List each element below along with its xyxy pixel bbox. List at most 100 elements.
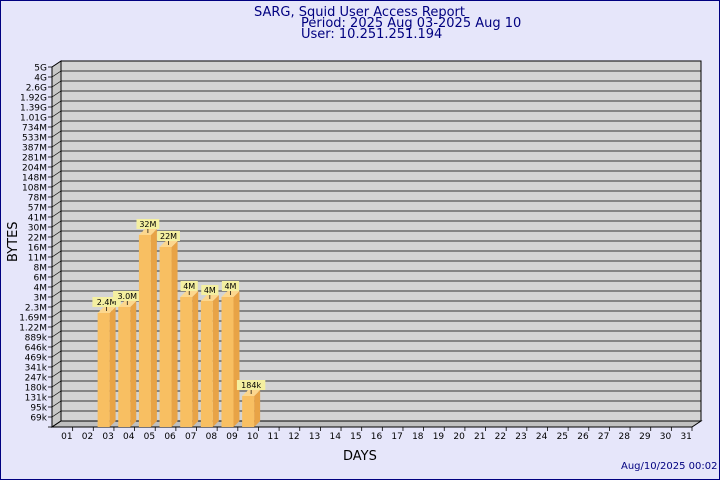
bar-side	[130, 301, 137, 427]
data-label: 22M	[160, 232, 177, 241]
y-gridline-depth	[51, 350, 62, 358]
y-gridline-depth	[51, 380, 62, 388]
x-tick-label: 07	[185, 432, 196, 442]
data-label: 2.4M	[97, 298, 117, 307]
y-tick-label: 204M	[22, 164, 47, 174]
y-tick-label: 281M	[22, 154, 47, 164]
x-tick-label: 16	[371, 432, 383, 442]
y-tick-label: 30M	[28, 224, 47, 234]
y-gridline-depth	[51, 280, 62, 288]
y-tick-label: 4G	[34, 74, 47, 84]
x-tick-label: 02	[82, 432, 93, 442]
y-gridline-depth	[51, 240, 62, 248]
y-tick-label: 734M	[22, 124, 47, 134]
bar	[118, 307, 131, 427]
y-gridline-depth	[51, 150, 62, 158]
x-tick-label: 21	[474, 432, 485, 442]
y-tick-label: 387M	[22, 144, 47, 154]
bar	[242, 396, 255, 427]
y-tick-label: 16M	[28, 244, 47, 254]
y-gridline-depth	[51, 90, 62, 98]
x-tick-label: 30	[660, 432, 672, 442]
y-gridline-depth	[51, 170, 62, 178]
x-tick-label: 06	[164, 432, 176, 442]
y-gridline-depth	[51, 340, 62, 348]
y-gridline-depth	[51, 230, 62, 238]
bar	[200, 301, 213, 427]
bar-side	[109, 307, 116, 427]
y-tick-label: 11M	[28, 254, 47, 264]
y-gridline-depth	[51, 160, 62, 168]
bar-side	[212, 295, 219, 427]
x-tick-label: 27	[598, 432, 609, 442]
y-axis-label: BYTES	[6, 221, 21, 262]
y-gridline-depth	[51, 330, 62, 338]
y-gridline-depth	[51, 200, 62, 208]
x-tick-label: 24	[536, 432, 548, 442]
report-period: Period: 2025 Aug 03-2025 Aug 10	[301, 16, 522, 31]
y-tick-label: 108M	[22, 184, 47, 194]
y-gridline-depth	[51, 220, 62, 228]
x-tick-label: 15	[350, 432, 361, 442]
y-gridline-depth	[51, 80, 62, 88]
report-user: User: 10.251.251.194	[301, 27, 443, 42]
y-gridline-depth	[51, 210, 62, 218]
y-gridline-depth	[51, 190, 62, 198]
y-gridline-depth	[51, 410, 62, 418]
bar	[221, 297, 234, 427]
x-tick-label: 05	[144, 432, 155, 442]
x-tick-label: 29	[639, 432, 651, 442]
generated-timestamp: Aug/10/2025 00:02	[621, 461, 718, 472]
y-tick-label: 889k	[25, 334, 48, 344]
data-label: 4M	[204, 286, 216, 295]
report-title: SARG, Squid User Access Report	[254, 5, 465, 20]
bar-side	[192, 291, 199, 427]
y-tick-label: 6M	[34, 274, 48, 284]
x-tick-label: 01	[61, 432, 72, 442]
y-tick-label: 341k	[25, 364, 48, 374]
y-tick-label: 57M	[28, 204, 47, 214]
y-tick-label: 1.39G	[20, 104, 47, 114]
y-gridline-depth	[51, 60, 62, 68]
y-gridline-depth	[51, 300, 62, 308]
x-tick-label: 19	[433, 432, 445, 442]
x-tick-label: 22	[495, 432, 506, 442]
y-tick-label: 2.3M	[25, 304, 47, 314]
bar-side	[233, 291, 240, 427]
bar-side	[150, 229, 157, 427]
y-gridline-depth	[51, 360, 62, 368]
x-tick-label: 14	[329, 432, 341, 442]
data-label: 3.0M	[117, 292, 137, 301]
y-tick-label: 131k	[25, 394, 48, 404]
x-tick-label: 11	[268, 432, 279, 442]
x-tick-label: 12	[288, 432, 299, 442]
y-tick-label: 41M	[28, 214, 47, 224]
bar	[97, 313, 110, 427]
bar	[159, 247, 172, 427]
x-tick-label: 26	[577, 432, 589, 442]
data-label: 32M	[139, 220, 156, 229]
y-tick-label: 95k	[30, 404, 47, 414]
x-tick-label: 31	[680, 432, 691, 442]
x-tick-label: 08	[206, 432, 218, 442]
y-tick-label: 646k	[25, 344, 48, 354]
y-gridline-depth	[51, 320, 62, 328]
y-gridline-depth	[51, 420, 62, 428]
y-gridline-depth	[51, 250, 62, 258]
y-gridline-depth	[51, 110, 62, 118]
x-tick-label: 13	[309, 432, 320, 442]
data-label: 184k	[241, 381, 261, 390]
x-tick-label: 09	[226, 432, 238, 442]
bar-side	[171, 241, 178, 427]
y-gridline-depth	[51, 270, 62, 278]
y-tick-label: 5G	[34, 64, 47, 74]
y-gridline-depth	[51, 100, 62, 108]
y-tick-label: 1.22M	[19, 324, 47, 334]
y-tick-label: 69k	[30, 414, 47, 424]
y-tick-label: 22M	[28, 234, 47, 244]
x-tick-label: 17	[391, 432, 402, 442]
y-gridline-depth	[51, 370, 62, 378]
y-tick-label: 1.92G	[20, 94, 47, 104]
y-gridline-depth	[51, 70, 62, 78]
data-label-box	[157, 231, 180, 241]
